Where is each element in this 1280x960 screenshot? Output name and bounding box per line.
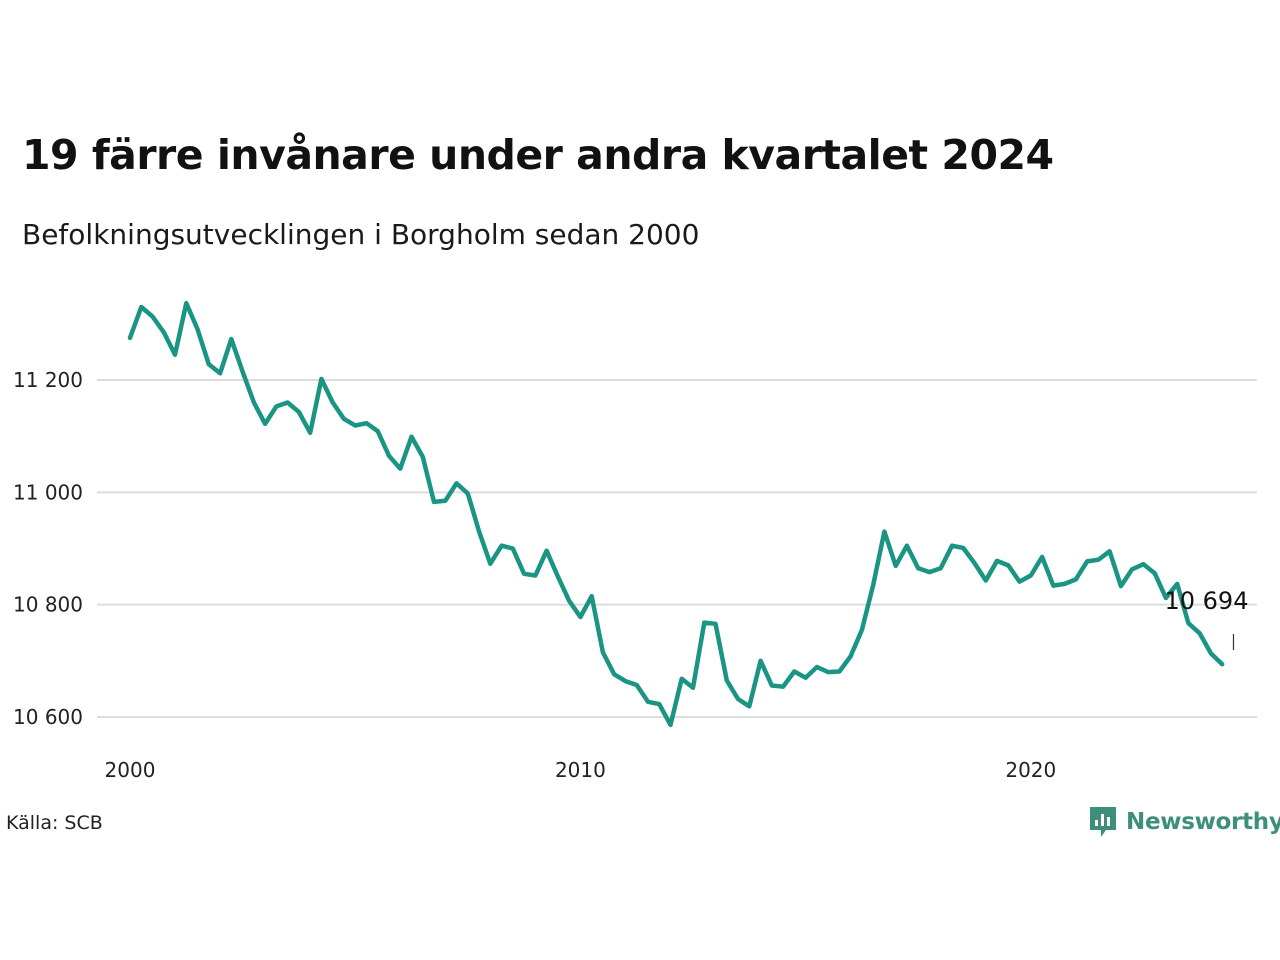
x-tick-label: 2010: [555, 758, 606, 782]
gridlines: [97, 379, 1257, 718]
annotation-label: 10 694: [1164, 587, 1248, 615]
y-tick-label: 11 200: [13, 368, 83, 392]
y-tick-label: 10 600: [13, 705, 83, 729]
chart-title: 19 färre invånare under andra kvartalet …: [22, 131, 1054, 179]
x-axis-labels: 2000 2010 2020: [105, 758, 1057, 782]
y-tick-label: 11 000: [13, 480, 83, 504]
series-layer: [127, 300, 1225, 728]
brand-logo: Newsworthy: [1088, 804, 1280, 840]
chart-subtitle: Befolkningsutvecklingen i Borgholm sedan…: [22, 218, 700, 251]
brand-name: Newsworthy: [1126, 809, 1280, 835]
newsworthy-logo-icon: [1090, 807, 1116, 837]
y-tick-label: 10 800: [13, 593, 83, 617]
source-note: Källa: SCB: [6, 812, 103, 834]
y-axis-labels: 10 600 10 800 11 000 11 200: [13, 368, 83, 729]
annotation-layer: 10 694: [1164, 587, 1248, 650]
x-tick-label: 2000: [105, 758, 156, 782]
line-chart: 10 600 10 800 11 000 11 200 2000 2010 2020 10…: [13, 300, 1257, 782]
series-line: [127, 300, 1225, 728]
x-tick-label: 2020: [1005, 758, 1056, 782]
